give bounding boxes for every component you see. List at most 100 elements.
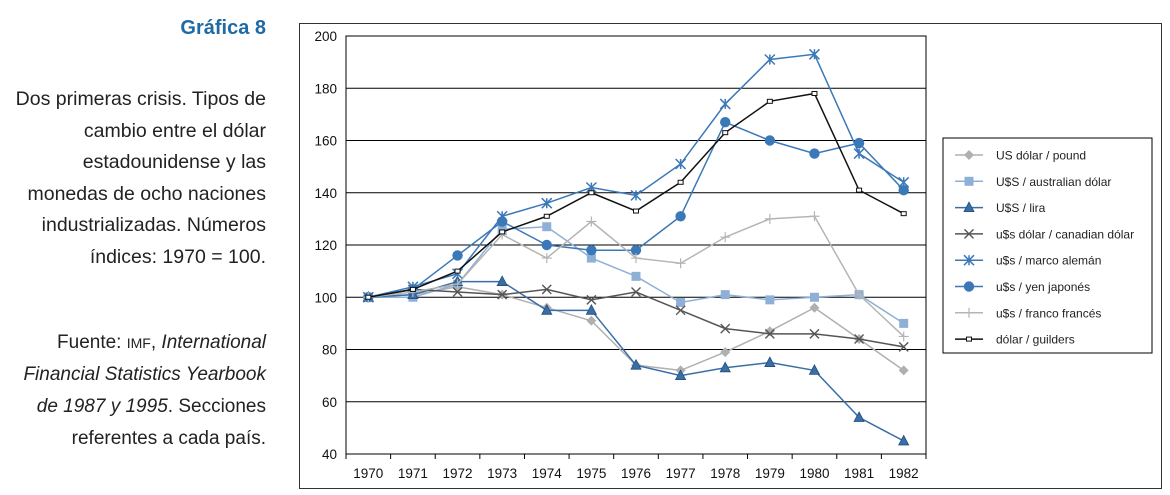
data-point xyxy=(854,334,865,345)
data-point xyxy=(630,189,642,201)
data-point xyxy=(764,213,775,224)
data-point xyxy=(588,190,595,196)
data-point xyxy=(719,361,731,373)
data-point xyxy=(675,258,686,269)
y-tick-label: 120 xyxy=(314,238,337,253)
source-comma: , xyxy=(150,332,162,353)
data-point xyxy=(586,216,597,227)
data-point xyxy=(543,213,550,219)
legend-marker xyxy=(964,176,974,186)
data-point xyxy=(720,290,730,300)
x-tick-label: 1981 xyxy=(844,466,874,481)
data-point xyxy=(675,158,687,170)
data-point xyxy=(676,297,686,307)
x-tick-label: 1976 xyxy=(621,466,651,481)
data-point xyxy=(720,232,731,243)
data-point xyxy=(497,224,507,234)
legend-marker xyxy=(963,201,975,213)
x-tick-label: 1982 xyxy=(889,466,919,481)
data-point xyxy=(809,148,820,159)
legend-label: U$S / lira xyxy=(996,201,1046,215)
data-point xyxy=(631,253,641,264)
x-tick-label: 1973 xyxy=(487,466,517,481)
legend-label: u$s / marco alemán xyxy=(996,254,1101,268)
legend-marker xyxy=(963,254,975,266)
data-point xyxy=(856,187,863,193)
data-point xyxy=(898,341,909,352)
legend-label: u$s / franco francés xyxy=(996,306,1101,320)
data-point xyxy=(899,318,909,328)
y-tick-label: 100 xyxy=(314,290,337,305)
y-tick-label: 60 xyxy=(322,395,337,410)
data-point xyxy=(499,229,506,235)
legend-label: US dólar / pound xyxy=(996,149,1086,163)
data-point xyxy=(541,253,552,264)
legend-box xyxy=(942,137,1153,354)
legend-label: u$s dólar / canadian dólar xyxy=(996,227,1134,241)
y-tick-label: 40 xyxy=(322,447,337,462)
data-point xyxy=(898,184,909,196)
legend-marker xyxy=(964,307,974,318)
data-point xyxy=(633,208,639,214)
y-tick-label: 160 xyxy=(314,134,337,149)
x-tick-label: 1972 xyxy=(443,466,473,481)
legend-label: u$s / yen japonés xyxy=(996,280,1090,294)
data-point xyxy=(541,303,553,315)
source-org: IMF xyxy=(126,335,151,351)
data-point xyxy=(719,98,731,110)
data-point xyxy=(898,434,910,446)
data-point xyxy=(811,90,818,96)
data-point xyxy=(809,292,819,302)
data-point xyxy=(765,295,775,305)
data-point xyxy=(541,197,553,209)
x-tick-label: 1978 xyxy=(710,466,740,481)
data-point xyxy=(586,245,597,256)
data-point xyxy=(585,303,598,315)
x-tick-label: 1970 xyxy=(353,466,383,481)
legend-marker xyxy=(964,150,974,160)
x-tick-label: 1974 xyxy=(532,466,563,481)
x-tick-label: 1977 xyxy=(666,466,696,481)
data-point xyxy=(496,275,508,286)
x-tick-label: 1980 xyxy=(799,466,829,481)
data-point xyxy=(630,245,642,256)
legend-marker xyxy=(966,336,972,342)
data-point xyxy=(496,216,508,227)
data-point xyxy=(586,253,596,263)
data-point xyxy=(677,179,684,185)
data-point xyxy=(542,222,552,232)
y-tick-label: 80 xyxy=(322,343,337,358)
legend-label: dólar / guilders xyxy=(996,333,1075,347)
source-prefix: Fuente: xyxy=(57,332,127,353)
data-point xyxy=(720,117,731,128)
figure-label: Gráfica 8 xyxy=(180,17,266,39)
y-tick-label: 140 xyxy=(314,186,337,201)
line-chart: 40 60 80 100 120 140 160 180 200 1970 1971 1972 1973… xyxy=(314,29,1153,481)
source-suffix: . Secciones referentes a cada país. xyxy=(71,396,266,449)
data-point xyxy=(809,302,820,313)
data-point xyxy=(900,211,907,217)
data-point xyxy=(808,364,821,375)
data-point xyxy=(809,328,820,339)
data-point xyxy=(722,130,729,136)
data-point xyxy=(853,137,865,149)
x-tick-label: 1975 xyxy=(576,466,606,481)
source-title: International Financial Statistics Yearb… xyxy=(23,332,266,417)
figure-sidebar: Gráfica 8 Dos primeras crisis. Tipos de … xyxy=(0,0,268,495)
data-point xyxy=(586,315,597,326)
data-point xyxy=(454,268,461,274)
data-point xyxy=(809,211,820,222)
data-point xyxy=(764,135,776,146)
data-point xyxy=(631,271,641,281)
data-point xyxy=(720,323,731,334)
data-point xyxy=(764,53,776,66)
data-point xyxy=(452,279,463,290)
data-point xyxy=(898,331,909,342)
data-point xyxy=(409,286,416,292)
legend-marker xyxy=(964,228,974,239)
data-point xyxy=(853,148,865,160)
data-point xyxy=(541,284,552,295)
y-tick-label: 200 xyxy=(314,29,337,44)
data-point xyxy=(452,287,463,298)
data-point xyxy=(675,211,686,222)
